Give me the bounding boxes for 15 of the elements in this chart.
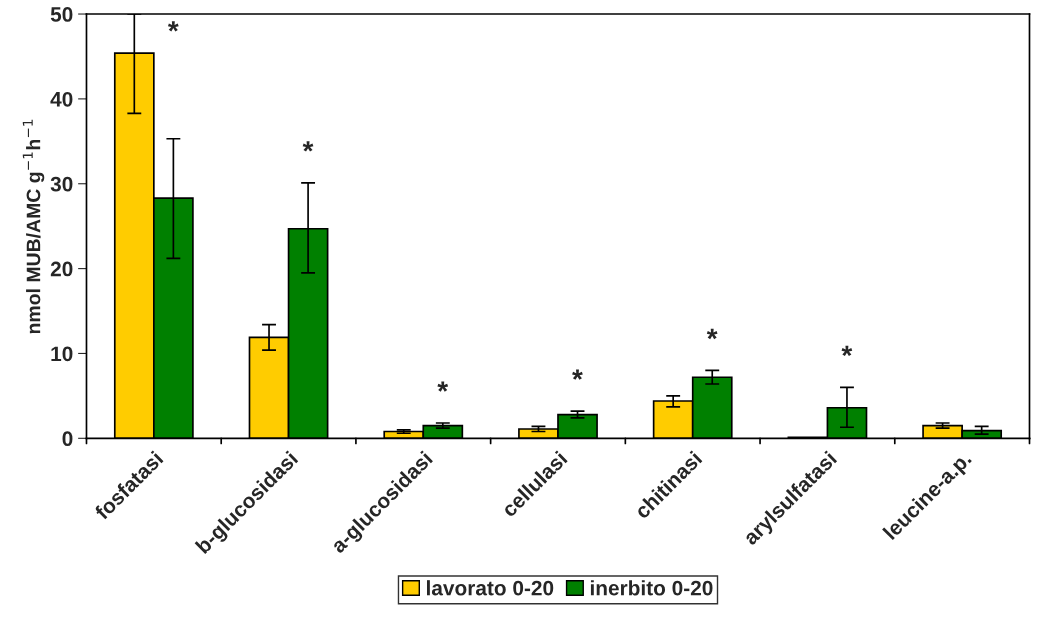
y-tick-label: 30 bbox=[50, 176, 73, 192]
y-tick-label: 40 bbox=[50, 91, 73, 107]
legend-label: inerbito 0-20 bbox=[590, 580, 713, 596]
y-tick-label: 20 bbox=[50, 261, 73, 277]
annotation: * bbox=[302, 141, 314, 152]
annotation: * bbox=[437, 381, 449, 392]
annotation: * bbox=[841, 345, 853, 357]
annotation: * bbox=[167, 21, 179, 32]
y-axis-title: nmol MUB/AMC g$^{−1}$h$^{−1}$ bbox=[22, 119, 45, 334]
y-tick-label: 10 bbox=[51, 346, 73, 362]
annotation: * bbox=[706, 328, 718, 340]
y-tick-label: 50 bbox=[50, 7, 73, 22]
y-tick-label: 0 bbox=[62, 431, 73, 447]
legend-label: lavorato 0-20 bbox=[427, 580, 554, 596]
annotation: * bbox=[572, 369, 583, 380]
